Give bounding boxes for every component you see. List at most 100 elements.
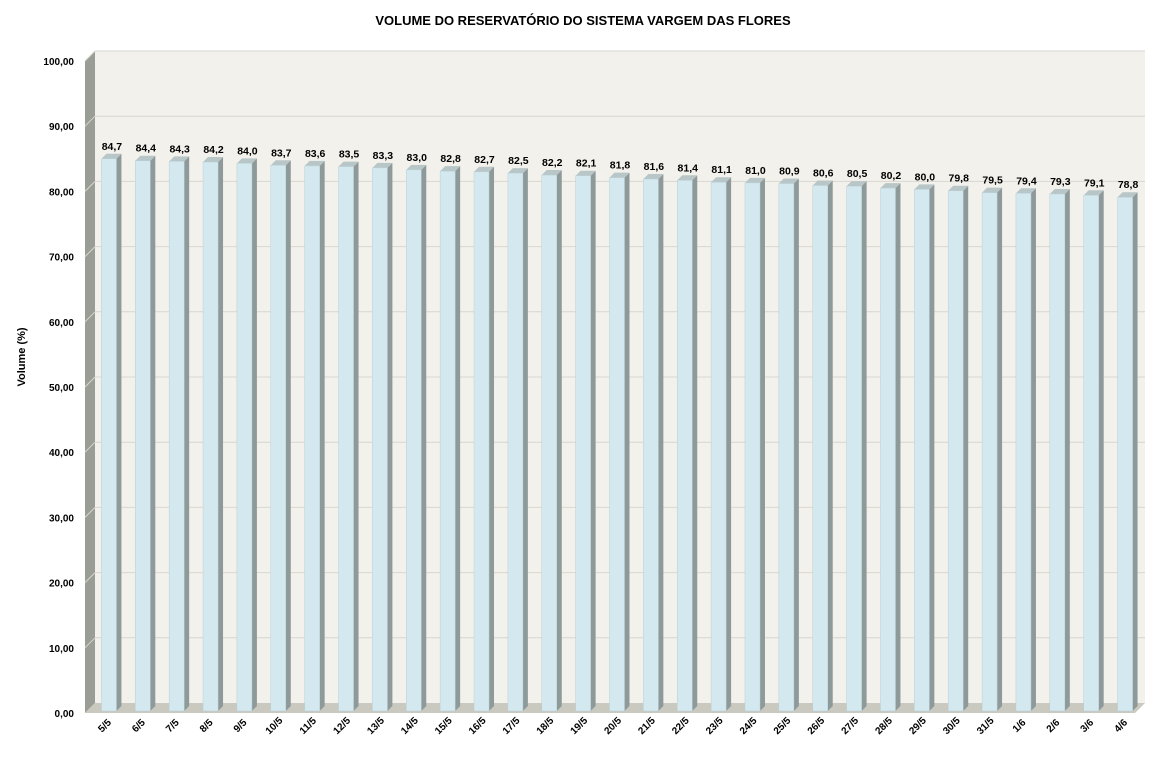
data-label: 80,2 bbox=[881, 170, 902, 182]
data-label: 81,1 bbox=[711, 164, 732, 176]
bar-side bbox=[963, 185, 969, 712]
data-label: 79,3 bbox=[1050, 176, 1071, 188]
bar-side bbox=[218, 157, 224, 712]
data-label: 82,5 bbox=[508, 155, 529, 167]
x-tick-label: 22/5 bbox=[670, 715, 692, 737]
bar-side bbox=[1064, 188, 1070, 712]
bar-front bbox=[710, 181, 727, 712]
x-tick-label: 20/5 bbox=[602, 715, 624, 737]
bar bbox=[676, 175, 698, 712]
y-tick-label: 20,00 bbox=[49, 579, 74, 590]
bar-front bbox=[135, 160, 151, 712]
data-labels: 84,7 84,4 84,3 84,2 84,0 83,7 83,6 83,5 83,3 83,0… bbox=[102, 141, 1139, 191]
bar-top bbox=[169, 156, 190, 162]
data-label: 83,0 bbox=[407, 152, 428, 164]
bar-side bbox=[150, 155, 156, 711]
bar-side bbox=[489, 166, 495, 711]
bar bbox=[304, 160, 325, 712]
gridline-side bbox=[84, 181, 96, 192]
bar-top bbox=[1015, 188, 1036, 194]
y-axis-ticks: 0,00 10,00 20,00 30,00 40,00 50,00 60,00 70,00 8… bbox=[43, 57, 74, 720]
x-tick-label: 27/5 bbox=[840, 715, 862, 737]
bar-top bbox=[507, 168, 528, 174]
bar-front bbox=[643, 178, 659, 712]
data-label: 84,7 bbox=[102, 141, 123, 153]
x-tick-label: 4/6 bbox=[1112, 717, 1130, 735]
bar-top bbox=[643, 173, 664, 179]
bar-front bbox=[846, 185, 862, 712]
bar-side bbox=[692, 175, 698, 712]
bar-front bbox=[168, 161, 185, 712]
bar-side bbox=[624, 172, 630, 711]
bar-top bbox=[1049, 188, 1070, 194]
bar bbox=[1117, 192, 1138, 712]
bar bbox=[135, 155, 156, 712]
y-tick-label: 50,00 bbox=[49, 383, 74, 394]
data-label: 81,6 bbox=[644, 161, 665, 173]
bar bbox=[880, 183, 901, 712]
x-tick-label: 18/5 bbox=[535, 715, 557, 737]
gridline-side bbox=[84, 50, 96, 62]
data-label: 84,2 bbox=[203, 144, 224, 156]
bar-top bbox=[1083, 190, 1104, 196]
bar bbox=[744, 177, 765, 712]
x-tick-label: 14/5 bbox=[399, 715, 421, 737]
bar-front bbox=[575, 175, 591, 712]
gridline-side bbox=[84, 441, 96, 453]
bar-top bbox=[1117, 192, 1138, 198]
x-tick-label: 9/5 bbox=[232, 717, 250, 735]
x-tick-label: 10/5 bbox=[264, 715, 286, 737]
y-tick-label: 100,00 bbox=[43, 57, 74, 68]
data-label: 84,0 bbox=[237, 145, 258, 157]
data-label: 80,9 bbox=[779, 166, 800, 178]
x-tick-label: 26/5 bbox=[806, 715, 828, 737]
bar-top bbox=[948, 185, 969, 191]
data-label: 83,5 bbox=[339, 149, 360, 161]
data-label: 80,5 bbox=[847, 168, 868, 180]
bar bbox=[914, 184, 935, 712]
x-tick-label: 24/5 bbox=[738, 715, 760, 737]
bar-front bbox=[1049, 193, 1066, 712]
gridline-side bbox=[84, 311, 96, 323]
data-label: 81,4 bbox=[678, 162, 699, 174]
bar-side bbox=[116, 153, 122, 712]
x-tick-label: 6/5 bbox=[130, 717, 148, 735]
bar-front bbox=[744, 182, 761, 712]
bar-front bbox=[778, 183, 795, 712]
bar-side bbox=[997, 187, 1003, 711]
bar-top bbox=[846, 181, 867, 187]
bar-side bbox=[658, 173, 664, 711]
bar-front bbox=[101, 158, 117, 712]
data-label: 81,8 bbox=[610, 160, 631, 172]
bar-side bbox=[827, 180, 833, 711]
bars bbox=[101, 153, 1138, 712]
bar-front bbox=[541, 174, 558, 712]
bar-front bbox=[270, 165, 287, 712]
y-tick-label: 10,00 bbox=[49, 644, 74, 655]
bar bbox=[981, 187, 1003, 712]
gridline-side bbox=[84, 507, 96, 518]
x-tick-label: 29/5 bbox=[907, 715, 929, 737]
bar bbox=[1015, 188, 1036, 712]
bar bbox=[1049, 188, 1070, 712]
bar-side bbox=[251, 158, 257, 711]
bar-side bbox=[387, 162, 393, 711]
x-tick-label: 5/5 bbox=[96, 717, 114, 735]
x-tick-label: 8/5 bbox=[198, 717, 216, 735]
bar bbox=[812, 180, 833, 712]
bar-top bbox=[812, 180, 833, 186]
bar-front bbox=[1117, 196, 1133, 712]
x-tick-label: 12/5 bbox=[331, 715, 353, 737]
y-tick-label: 80,00 bbox=[49, 187, 74, 198]
gridline-side bbox=[84, 246, 96, 257]
bar bbox=[575, 170, 596, 712]
chart-title: VOLUME DO RESERVATÓRIO DO SISTEMA VARGEM… bbox=[375, 13, 791, 28]
bar bbox=[372, 162, 393, 712]
bar-side bbox=[1132, 192, 1138, 711]
gridline-side bbox=[84, 115, 96, 127]
x-tick-label: 16/5 bbox=[467, 715, 489, 737]
data-label: 82,7 bbox=[474, 154, 495, 166]
bar-front bbox=[609, 177, 625, 712]
gridline-side bbox=[84, 637, 96, 649]
